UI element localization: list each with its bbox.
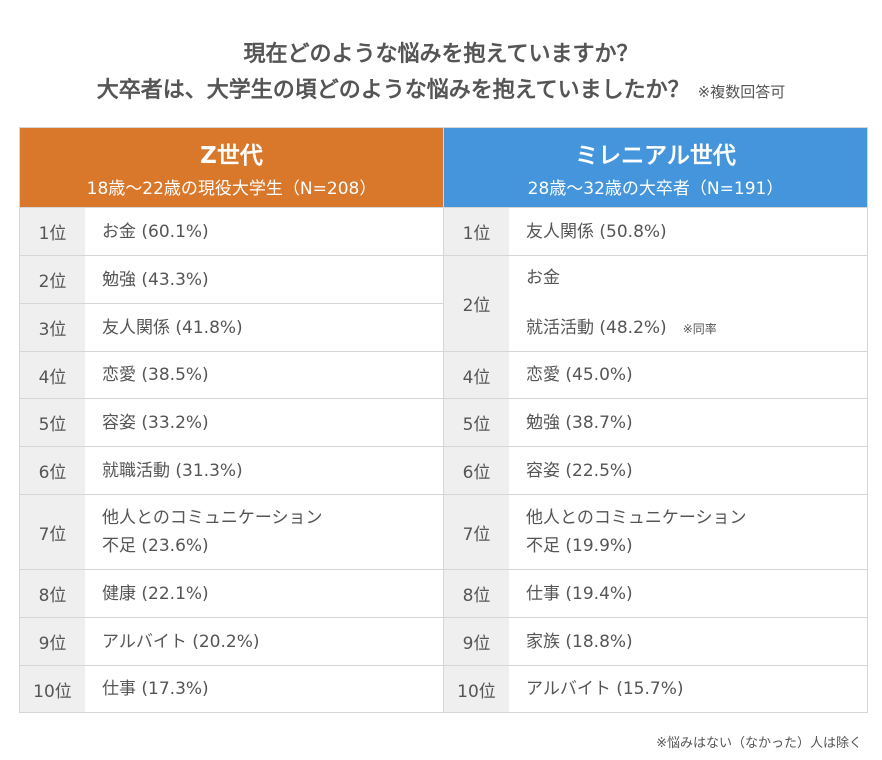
table-row: 7位 他人とのコミュニケーション 不足 (23.6%) xyxy=(20,495,443,569)
item-cell: 仕事 (19.4%) xyxy=(509,570,867,617)
item-label: 友人関係 (50.8%) xyxy=(526,221,667,242)
table-row: 9位 家族 (18.8%) xyxy=(444,618,867,665)
genz-subtitle: 18歳～22歳の現役大学生（N=208） xyxy=(86,179,377,199)
item-label: お金 (60.1%) xyxy=(102,221,209,242)
item-label: 恋愛 (38.5%) xyxy=(102,365,209,385)
table-row: 2位 勉強 (43.3%) xyxy=(20,256,443,303)
footnote: ※悩みはない（なかった）人は除く xyxy=(656,736,862,751)
item-cell: 友人関係 (50.8%) xyxy=(509,208,867,255)
item-cell: 容姿 (33.2%) xyxy=(85,399,443,446)
item-cell: 他人とのコミュニケーション 不足 (19.9%) xyxy=(509,495,867,569)
millennial-subtitle: 28歳～32歳の大卒者（N=191） xyxy=(527,179,784,199)
rank-cell: 6位 xyxy=(444,447,509,494)
item-cell: 勉強 (38.7%) xyxy=(509,399,867,446)
genz-header: Z世代 18歳～22歳の現役大学生（N=208） xyxy=(20,128,443,207)
item-cell: 就職活動 (31.3%) xyxy=(85,447,443,494)
item-cell: お金就活活動 (48.2%) ※同率 xyxy=(509,256,867,351)
rank-cell: 2位 xyxy=(20,256,85,303)
table-row: 6位 就職活動 (31.3%) xyxy=(20,447,443,494)
item-cell: 健康 (22.1%) xyxy=(85,570,443,617)
title-line2-text: 大卒者は、大学生の頃どのような悩みを抱えていましたか？ xyxy=(96,78,690,103)
title-line2: 大卒者は、大学生の頃どのような悩みを抱えていましたか？ ※複数回答可 xyxy=(0,72,882,104)
millennial-header: ミレニアル世代 28歳～32歳の大卒者（N=191） xyxy=(444,128,867,207)
item-label-line2: 不足 (19.9%) xyxy=(526,532,867,560)
rank-cell: 7位 xyxy=(20,495,85,569)
item-cell: お金 (60.1%) xyxy=(85,208,443,255)
item-cell: 恋愛 (38.5%) xyxy=(85,352,443,398)
table-row: 6位 容姿 (22.5%) xyxy=(444,447,867,494)
table-row: 9位 アルバイト (20.2%) xyxy=(20,618,443,665)
item-label-line2: 不足 (23.6%) xyxy=(102,532,443,560)
rank-cell: 2位 xyxy=(444,256,509,351)
item-label: 恋愛 (45.0%) xyxy=(526,365,633,385)
item-label: アルバイト (20.2%) xyxy=(102,631,260,652)
rank-cell: 4位 xyxy=(444,352,509,398)
millennial-name: ミレニアル世代 xyxy=(575,143,736,169)
table-row: 5位 勉強 (38.7%) xyxy=(444,399,867,446)
table-row: 8位 仕事 (19.4%) xyxy=(444,570,867,617)
title-line1: 現在どのような悩みを抱えていますか？ xyxy=(243,42,639,67)
item-label: 勉強 (43.3%) xyxy=(102,269,209,290)
item-label: 他人とのコミュニケーション xyxy=(102,508,323,528)
table-row: 5位 容姿 (33.2%) xyxy=(20,399,443,446)
rank-cell: 1位 xyxy=(20,208,85,255)
item-label-text: 就活活動 (48.2%) xyxy=(526,318,667,338)
table-row: 2位 お金就活活動 (48.2%) ※同率 xyxy=(444,256,867,351)
genz-name: Z世代 xyxy=(200,143,263,169)
item-cell: 仕事 (17.3%) xyxy=(85,666,443,712)
item-cell: アルバイト (15.7%) xyxy=(509,666,867,712)
table-row: 4位 恋愛 (45.0%) xyxy=(444,352,867,398)
item-label-line2: 就活活動 (48.2%) ※同率 xyxy=(526,314,867,343)
rank-cell: 6位 xyxy=(20,447,85,494)
table-row: 1位 友人関係 (50.8%) xyxy=(444,208,867,255)
rank-cell: 8位 xyxy=(444,570,509,617)
millennial-column: ミレニアル世代 28歳～32歳の大卒者（N=191） 1位 友人関係 (50.8%)… xyxy=(444,128,867,712)
table-row: 1位 お金 (60.1%) xyxy=(20,208,443,255)
item-label: 仕事 (19.4%) xyxy=(526,583,633,604)
rank-cell: 5位 xyxy=(444,399,509,446)
genz-column: Z世代 18歳～22歳の現役大学生（N=208） 1位 お金 (60.1%) 2位 勉強… xyxy=(20,128,443,712)
item-label: 容姿 (22.5%) xyxy=(526,460,633,481)
ranking-table: Z世代 18歳～22歳の現役大学生（N=208） 1位 お金 (60.1%) 2位 勉強… xyxy=(19,127,868,713)
item-label-text: 不足 (23.6%) xyxy=(102,536,209,556)
item-label: 勉強 (38.7%) xyxy=(526,412,633,433)
rank-cell: 9位 xyxy=(20,618,85,665)
item-cell: 容姿 (22.5%) xyxy=(509,447,867,494)
item-label: お金 xyxy=(526,268,560,288)
multiple-answer-note: ※複数回答可 xyxy=(697,83,786,101)
item-label: アルバイト (15.7%) xyxy=(526,679,684,699)
item-label: 就職活動 (31.3%) xyxy=(102,460,243,481)
rank-cell: 5位 xyxy=(20,399,85,446)
item-cell: 家族 (18.8%) xyxy=(509,618,867,665)
table-row: 10位 アルバイト (15.7%) xyxy=(444,666,867,712)
table-row: 10位 仕事 (17.3%) xyxy=(20,666,443,712)
item-label: 仕事 (17.3%) xyxy=(102,679,209,699)
item-label: 他人とのコミュニケーション xyxy=(526,508,747,528)
rank-cell: 9位 xyxy=(444,618,509,665)
table-row: 3位 友人関係 (41.8%) xyxy=(20,304,443,351)
rank-cell: 8位 xyxy=(20,570,85,617)
rank-cell: 10位 xyxy=(444,666,509,712)
table-row: 7位 他人とのコミュニケーション 不足 (19.9%) xyxy=(444,495,867,569)
table-row: 8位 健康 (22.1%) xyxy=(20,570,443,617)
item-cell: 恋愛 (45.0%) xyxy=(509,352,867,398)
table-row: 4位 恋愛 (38.5%) xyxy=(20,352,443,398)
rank-cell: 3位 xyxy=(20,304,85,351)
item-label: 容姿 (33.2%) xyxy=(102,412,209,433)
item-label: 健康 (22.1%) xyxy=(102,583,209,604)
item-cell: 友人関係 (41.8%) xyxy=(85,304,443,351)
item-label: 友人関係 (41.8%) xyxy=(102,317,243,338)
item-label-text: 不足 (19.9%) xyxy=(526,536,633,556)
tie-note: ※同率 xyxy=(682,322,717,336)
rank-cell: 4位 xyxy=(20,352,85,398)
item-cell: アルバイト (20.2%) xyxy=(85,618,443,665)
item-cell: 勉強 (43.3%) xyxy=(85,256,443,303)
rank-cell: 7位 xyxy=(444,495,509,569)
rank-cell: 10位 xyxy=(20,666,85,712)
rank-cell: 1位 xyxy=(444,208,509,255)
item-cell: 他人とのコミュニケーション 不足 (23.6%) xyxy=(85,495,443,569)
item-label: 家族 (18.8%) xyxy=(526,631,633,652)
